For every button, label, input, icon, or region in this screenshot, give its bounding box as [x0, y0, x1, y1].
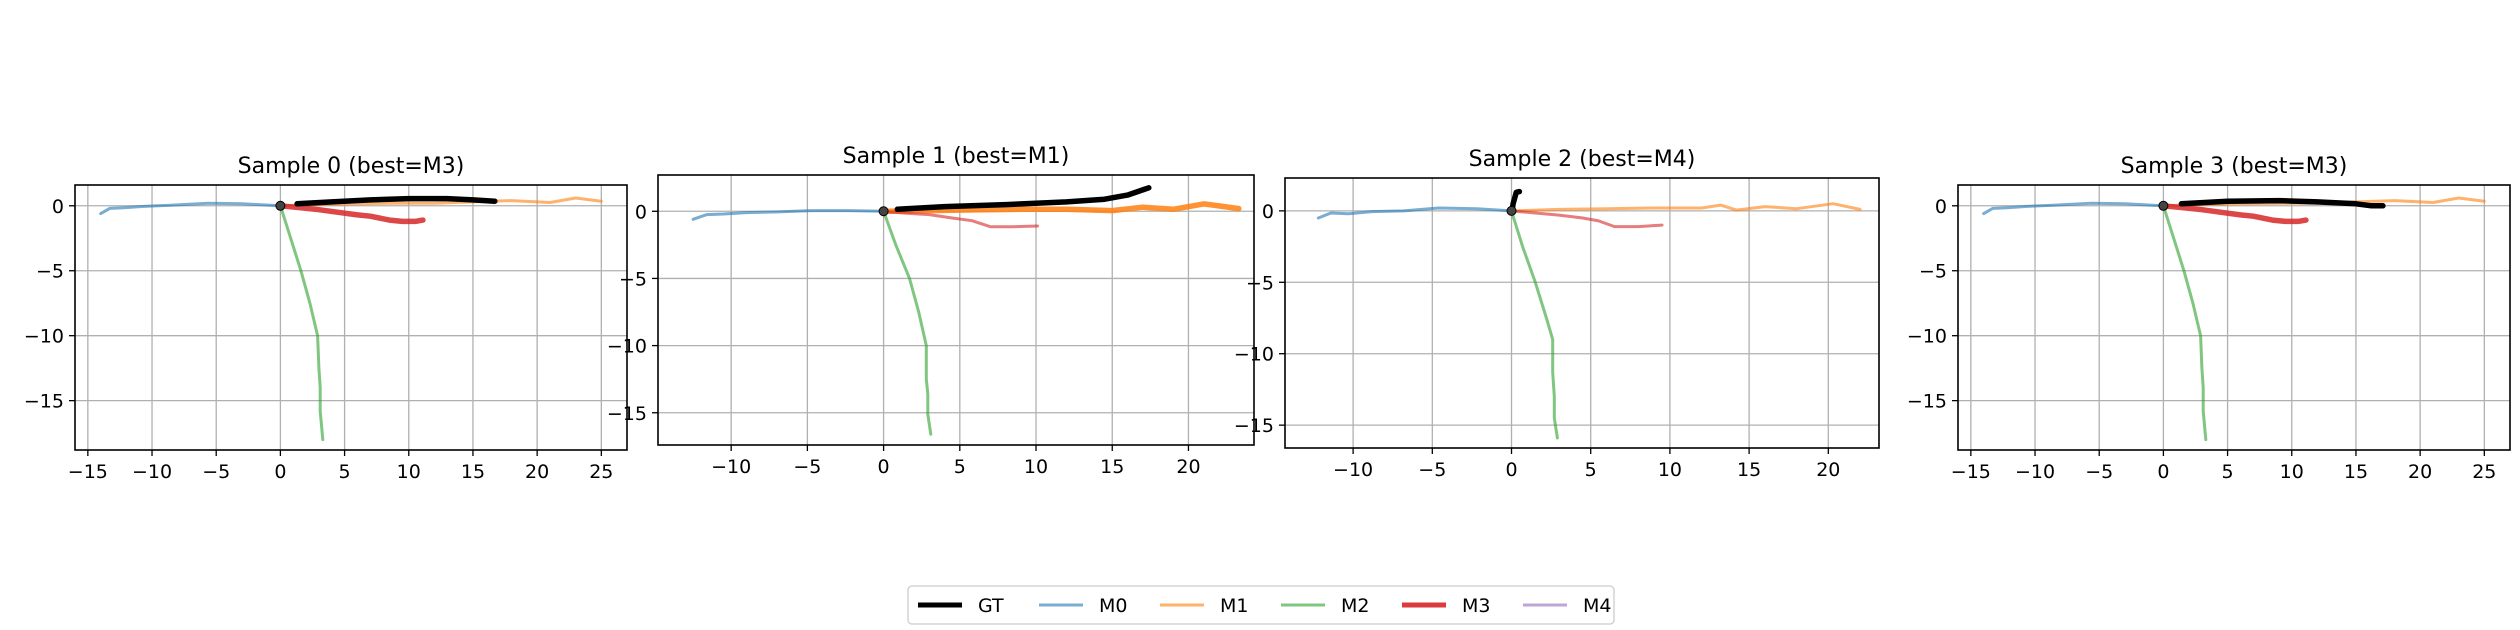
series-M0 — [99, 201, 282, 216]
series-M2 — [882, 209, 933, 436]
y-tick-label: 0 — [52, 196, 64, 218]
legend-label-M1: M1 — [1220, 595, 1248, 617]
y-tick-label: −10 — [607, 336, 647, 358]
y-tick-label: −5 — [619, 268, 647, 290]
axes-frame — [1284, 177, 1880, 449]
x-tick-label: 10 — [1658, 459, 1682, 481]
series-M0 — [1316, 206, 1513, 220]
x-tick-label: 15 — [2344, 461, 2368, 483]
series-M2 — [278, 204, 325, 442]
x-tick-label: 10 — [1024, 456, 1048, 478]
x-tick-label: 0 — [274, 461, 286, 483]
x-tick-label: 5 — [339, 461, 351, 483]
series-M1 — [1510, 202, 1862, 213]
legend-label-GT: GT — [978, 595, 1004, 617]
legend: GT M0 M1 M2 M3 M4 — [907, 585, 1615, 625]
series-M3 — [277, 203, 426, 225]
axes-frame — [657, 174, 1255, 446]
series-M3 — [882, 209, 1039, 229]
x-tick-label: −5 — [2085, 461, 2113, 483]
x-tick-label: −10 — [132, 461, 172, 483]
y-tick-label: −10 — [1907, 326, 1947, 348]
axes-frame — [74, 184, 628, 451]
series-M0 — [1982, 201, 2165, 216]
legend-frame — [907, 585, 1615, 625]
start-marker — [1506, 205, 1517, 216]
x-tick-label: −15 — [1951, 461, 1991, 483]
x-tick-label: 15 — [461, 461, 485, 483]
legend-label-M3: M3 — [1462, 595, 1490, 617]
y-tick-label: −15 — [607, 403, 647, 425]
x-tick-label: −5 — [202, 461, 230, 483]
x-tick-label: −5 — [793, 456, 821, 478]
x-tick-label: 10 — [397, 461, 421, 483]
subplot-title: Sample 2 (best=M4) — [1469, 147, 1696, 172]
subplot-1: −10 −5 0 5 10 15 20 0 −5 −10 −15 Sample 1 (best=M1) — [607, 144, 1255, 478]
y-tick-label: −15 — [24, 391, 64, 413]
subplot-title: Sample 3 (best=M3) — [2121, 154, 2348, 179]
x-tick-label: 0 — [1505, 459, 1517, 481]
x-tick-label: 25 — [2472, 461, 2496, 483]
y-tick-label: 0 — [1262, 201, 1274, 223]
axes-frame — [1957, 184, 2511, 451]
subplot-2: −10 −5 0 5 10 15 20 0 −5 −10 −15 Sample 2 (best=M4) — [1234, 147, 1880, 481]
subplot-3: −15 −10 −5 0 5 10 15 20 25 0 −5 −10 −15 Sample 3 (bes… — [1907, 154, 2511, 483]
x-tick-label: 5 — [2222, 461, 2234, 483]
x-tick-label: 15 — [1100, 456, 1124, 478]
x-tick-label: −10 — [2015, 461, 2055, 483]
x-tick-label: −5 — [1418, 459, 1446, 481]
start-marker — [2158, 200, 2169, 211]
subplot-title: Sample 0 (best=M3) — [238, 154, 465, 179]
y-tick-label: 0 — [1935, 196, 1947, 218]
subplots: −15 −10 −5 0 5 10 15 20 25 0 −5 −10 −15 Sample 0 (bes… — [24, 144, 2511, 483]
x-tick-label: 20 — [1176, 456, 1200, 478]
x-tick-label: −15 — [68, 461, 108, 483]
x-tick-label: 15 — [1737, 459, 1761, 481]
y-tick-label: −5 — [1919, 261, 1947, 283]
series-GT — [894, 185, 1152, 213]
y-tick-label: 0 — [635, 201, 647, 223]
series-M2 — [1510, 209, 1559, 440]
x-tick-label: −10 — [1333, 459, 1373, 481]
x-tick-label: 5 — [1585, 459, 1597, 481]
x-tick-label: 20 — [2408, 461, 2432, 483]
x-tick-label: 5 — [954, 456, 966, 478]
x-tick-label: 0 — [878, 456, 890, 478]
y-tick-label: −5 — [36, 261, 64, 283]
x-tick-label: 10 — [2280, 461, 2304, 483]
start-marker — [878, 206, 889, 217]
x-tick-label: 20 — [525, 461, 549, 483]
series-M3 — [2160, 203, 2309, 225]
series-M3 — [1510, 209, 1664, 229]
subplot-0: −15 −10 −5 0 5 10 15 20 25 0 −5 −10 −15 Sample 0 (bes… — [24, 154, 628, 483]
series-GT — [294, 195, 498, 207]
series-M1 — [880, 201, 1242, 215]
legend-label-M0: M0 — [1099, 595, 1127, 617]
legend-label-M4: M4 — [1583, 595, 1611, 617]
start-marker — [275, 200, 286, 211]
series-GT — [1509, 188, 1523, 213]
series-M0 — [691, 209, 886, 221]
y-tick-label: −10 — [1234, 344, 1274, 366]
legend-label-M2: M2 — [1341, 595, 1369, 617]
subplot-title: Sample 1 (best=M1) — [843, 144, 1070, 169]
series-M2 — [2161, 204, 2208, 442]
x-tick-label: 0 — [2157, 461, 2169, 483]
y-tick-label: −5 — [1246, 272, 1274, 294]
x-tick-label: 25 — [589, 461, 613, 483]
y-tick-label: −10 — [24, 326, 64, 348]
x-tick-label: 20 — [1816, 459, 1840, 481]
x-tick-label: −10 — [711, 456, 751, 478]
y-tick-label: −15 — [1907, 391, 1947, 413]
series-GT — [2178, 197, 2386, 209]
y-tick-label: −15 — [1234, 415, 1274, 437]
